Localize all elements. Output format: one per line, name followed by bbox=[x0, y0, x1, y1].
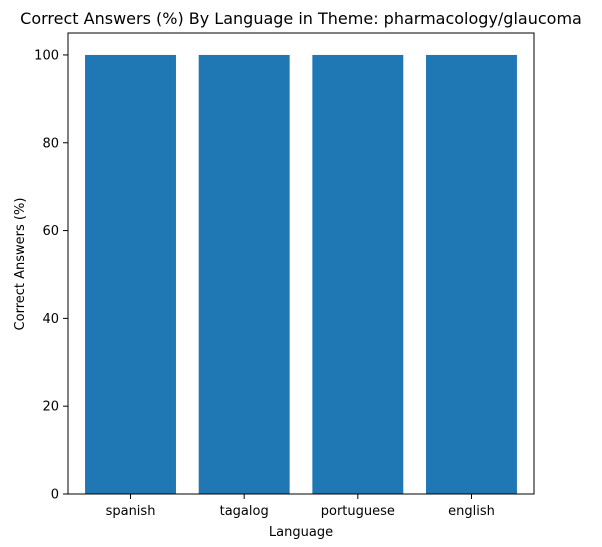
x-tick-label: spanish bbox=[106, 504, 156, 519]
y-tick-label: 60 bbox=[42, 224, 59, 239]
y-tick-label: 0 bbox=[51, 488, 59, 503]
bar-tagalog bbox=[198, 54, 290, 494]
x-tick-label: portuguese bbox=[321, 504, 395, 519]
chart-title: Correct Answers (%) By Language in Theme… bbox=[20, 9, 582, 28]
axes-frame bbox=[67, 32, 535, 495]
y-tick-label: 40 bbox=[42, 312, 59, 327]
y-tick-label: 100 bbox=[34, 48, 59, 63]
x-axis-label: Language bbox=[269, 525, 333, 540]
bar-spanish bbox=[85, 54, 176, 494]
plot-area: spanish tagalog portuguese english 0 20 40 60 80… bbox=[34, 32, 535, 519]
x-tick-label: english bbox=[448, 504, 495, 519]
y-axis-label: Correct Answers (%) bbox=[13, 198, 28, 331]
bar-portuguese bbox=[312, 54, 404, 494]
bar-english bbox=[426, 54, 517, 494]
x-tick-label: tagalog bbox=[220, 504, 269, 519]
y-tick-label: 80 bbox=[42, 136, 59, 151]
y-tick-label: 20 bbox=[42, 400, 59, 415]
